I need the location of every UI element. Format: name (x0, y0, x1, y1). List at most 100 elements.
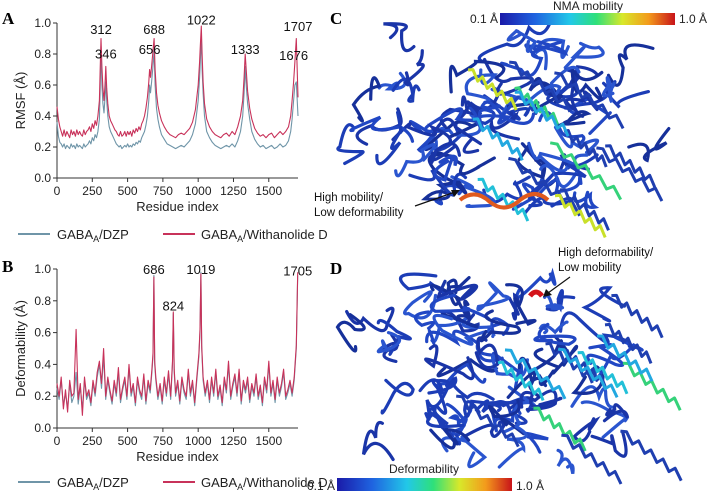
structure-c-coil (403, 49, 425, 87)
structure-c-coil (433, 154, 458, 182)
colorbar-c-title: NMA mobility (553, 0, 623, 13)
note-c-line1: High mobility/ (314, 192, 384, 204)
panel-letter-b: B (2, 257, 13, 276)
structure-c-helix (477, 177, 530, 222)
structure-d-coil (376, 319, 412, 356)
structure-d-coil (479, 309, 522, 343)
structure-c-coil (450, 175, 496, 208)
structure-d-coil (581, 286, 626, 323)
structure-d-coil (590, 430, 628, 458)
chart-a-x-tick-label: 750 (153, 184, 173, 198)
structure-d-helix (456, 394, 520, 448)
structure-d-coil (528, 334, 568, 375)
structure-c-coil (464, 68, 498, 104)
structure-d-coil (403, 290, 438, 320)
structure-c-coil (349, 115, 415, 143)
note-d-line2: Low mobility (558, 262, 622, 274)
panel-letter-d: D (330, 259, 342, 278)
structure-c-coil (554, 153, 599, 179)
chart-b-peak-label: 1705 (283, 263, 312, 278)
rmsf-chart: 0.0 0.2 0.4 0.6 0.8 1.0 0 250 500 750 1000 1250 1500… (13, 13, 312, 214)
chart-b-x-tick-label: 0 (54, 434, 61, 448)
structure-d-helix (533, 406, 587, 452)
structure-d: High deformability/ Low mobility Deforma… (307, 247, 683, 493)
structure-d-coil (378, 333, 400, 363)
chart-a-peak-label: 346 (95, 47, 117, 62)
chart-b-series-line-withanolide (56, 272, 299, 416)
structure-c-coil (375, 110, 403, 166)
structure-d-coil (414, 310, 436, 345)
structure-d-coil (556, 448, 575, 475)
structure-c-coil (420, 180, 460, 201)
structure-c-coil (606, 43, 655, 87)
structure-d-coil (476, 281, 510, 312)
chart-b-y-tick-label: 0.6 (34, 326, 51, 340)
structure-c-helix (554, 193, 607, 238)
structure-c-coil (391, 122, 452, 145)
structure-c-coil (627, 127, 671, 163)
chart-a-peak-label: 656 (139, 42, 161, 57)
structure-d-coil (441, 299, 479, 329)
chart-a-peak-label: 1676 (279, 48, 308, 63)
arrow-c (414, 190, 460, 207)
structure-d-deformable-loop (528, 289, 544, 298)
legend-a: GABAA/DZP GABAA/Withanolide D (18, 227, 328, 244)
structure-c-coil (479, 100, 536, 125)
structure-c-coil (557, 110, 592, 128)
structure-c-helix (554, 71, 625, 130)
chart-b-peak-label: 824 (162, 298, 184, 313)
colorbar-d-title: Deformability (389, 462, 459, 476)
structure-d-coil (515, 267, 557, 300)
legend-a-wd-label: GABAA/Withanolide D (201, 227, 328, 244)
structure-c-helix (509, 60, 572, 113)
structure-d-coil (543, 294, 565, 311)
structure-d-coil (361, 420, 395, 462)
structure-c-helix (467, 68, 518, 111)
chart-a-x-tick-label: 1000 (185, 184, 212, 198)
structure-d-helix (577, 351, 629, 395)
structure-c-helix (559, 188, 610, 231)
chart-b-x-tick-label: 1000 (185, 434, 212, 448)
note-d-line1: High deformability/ (558, 247, 654, 259)
protein-structure-d (335, 267, 683, 485)
chart-a-x-tick-label: 0 (54, 184, 61, 198)
chart-b-y-tick-label: 0.4 (34, 357, 51, 371)
colorbar-c (500, 13, 675, 25)
chart-a-y-tick-label: 0.6 (34, 78, 51, 92)
chart-b-x-axis-title: Residue index (136, 449, 219, 464)
structure-c-coil (408, 168, 468, 197)
chart-b-peak-label: 1019 (186, 262, 215, 277)
structure-d-coil (335, 313, 366, 353)
structure-d-coil (418, 378, 450, 398)
structure-c-coil (563, 41, 605, 70)
chart-a-y-tick-label: 0.0 (34, 171, 51, 185)
structure-d-coil (519, 390, 563, 409)
structure-d-coil (559, 311, 631, 348)
structure-d-helix (604, 322, 653, 364)
chart-b-x-tick-label: 750 (153, 434, 173, 448)
structure-d-helix (620, 429, 683, 482)
structure-d-coil (398, 272, 447, 296)
structure-d-coil (429, 278, 462, 307)
structure-c: 0.1 Å NMA mobility 1.0 Å High mobility/ … (314, 0, 707, 238)
structure-d-helix (558, 347, 619, 399)
structure-c-coil (448, 59, 506, 94)
structure-c-helix (514, 90, 570, 137)
structure-d-helix (611, 293, 664, 339)
structure-c-coil (536, 175, 583, 197)
structure-d-coil (505, 283, 537, 326)
chart-a-peak-label: 312 (90, 22, 112, 37)
arrow-d (543, 276, 571, 297)
chart-b-y-tick-label: 0.2 (34, 389, 51, 403)
legend-b: GABAA/DZP GABAA/Withanolide D (18, 475, 328, 492)
structure-c-coil (475, 95, 520, 130)
structure-c-helix (605, 144, 657, 188)
colorbar-c-max: 1.0 Å (679, 11, 707, 26)
protein-structure-c (336, 20, 671, 238)
structure-d-coil (474, 399, 528, 425)
structure-d-helix (596, 334, 654, 382)
colorbar-c-min: 0.1 Å (470, 11, 498, 26)
chart-b-series-line-dzp (56, 271, 299, 410)
structure-d-coil (533, 322, 577, 346)
structure-d-coil (345, 306, 395, 333)
